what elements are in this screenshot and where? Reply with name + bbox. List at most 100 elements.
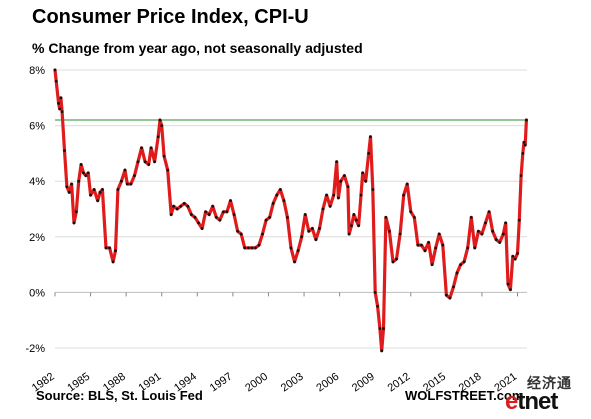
data-point	[218, 218, 222, 222]
chart-title: Consumer Price Index, CPI-U	[32, 6, 309, 28]
data-point	[506, 282, 510, 286]
data-point	[337, 196, 340, 200]
data-point	[114, 249, 117, 253]
data-point	[166, 168, 170, 172]
data-point	[236, 229, 240, 233]
data-point	[391, 260, 395, 264]
data-point	[310, 227, 314, 230]
data-point	[268, 215, 272, 219]
data-point	[501, 232, 505, 236]
data-point	[162, 154, 166, 158]
data-point	[487, 210, 491, 214]
data-point	[54, 79, 58, 83]
data-point	[444, 293, 448, 297]
data-point	[346, 185, 350, 189]
data-point	[332, 193, 336, 197]
data-point	[182, 202, 186, 205]
etnet-logo: etnet	[505, 388, 558, 415]
data-point	[147, 163, 151, 166]
data-point	[77, 179, 81, 183]
data-point	[480, 232, 484, 236]
x-tick-label: 2009	[350, 371, 377, 395]
data-point	[484, 221, 487, 225]
data-point	[136, 160, 140, 164]
data-point	[140, 146, 143, 150]
data-point	[382, 327, 385, 330]
data-point	[466, 246, 470, 250]
data-point	[364, 179, 368, 183]
data-point	[257, 243, 261, 247]
source-note: Source: BLS, St. Louis Fed	[36, 388, 203, 403]
data-point	[517, 218, 521, 222]
data-point	[111, 260, 115, 264]
data-point	[293, 260, 296, 264]
data-point	[123, 168, 127, 172]
data-point	[96, 199, 100, 203]
data-point	[376, 304, 379, 308]
data-point	[70, 182, 74, 186]
y-tick-label: -2%	[25, 343, 45, 355]
data-point	[60, 110, 64, 114]
data-point	[282, 199, 286, 203]
data-point	[412, 215, 416, 219]
data-point	[384, 215, 388, 219]
axes: -2%0%2%4%6%8%1982 1985 1988 1991 1994 1997 200…	[25, 65, 527, 395]
data-point	[476, 229, 480, 233]
data-point	[207, 213, 211, 216]
x-tick-label: 2006	[314, 371, 341, 395]
chart-subtitle: % Change from year ago, not seasonally a…	[32, 40, 363, 56]
data-point	[74, 210, 78, 214]
data-point	[350, 224, 353, 228]
data-point	[452, 285, 455, 289]
data-point	[67, 190, 71, 194]
etnet-logo-chinese: 经济通	[527, 375, 572, 391]
data-point	[63, 149, 66, 153]
etnet-logo-e: e	[505, 388, 518, 415]
data-point	[511, 254, 515, 258]
data-point	[79, 163, 83, 166]
data-point	[525, 118, 528, 122]
data-point	[239, 232, 243, 236]
data-point	[214, 215, 218, 219]
y-tick-label: 0%	[29, 287, 45, 299]
data-point	[300, 235, 304, 239]
data-point	[522, 140, 526, 144]
data-point	[156, 135, 160, 139]
data-point	[225, 210, 229, 214]
y-tick-label: 4%	[29, 176, 45, 188]
data-point	[197, 221, 200, 225]
data-point	[303, 213, 307, 216]
data-point	[354, 218, 358, 222]
data-point	[491, 229, 495, 233]
data-point	[129, 182, 133, 186]
data-point	[335, 160, 339, 164]
data-point	[521, 152, 525, 155]
data-point	[204, 210, 208, 214]
data-point	[318, 227, 321, 230]
data-point	[416, 243, 420, 247]
data-point	[321, 207, 325, 211]
y-tick-label: 8%	[29, 65, 45, 77]
data-point	[380, 349, 384, 353]
gridlines	[55, 69, 527, 349]
brand-watermark: WOLFSTREET.com	[405, 388, 524, 403]
data-point	[172, 204, 175, 208]
data-point	[89, 193, 92, 197]
data-point	[437, 232, 441, 236]
data-point	[211, 204, 215, 208]
data-point	[434, 246, 438, 250]
x-tick-label: 2003	[279, 371, 306, 395]
data-point	[264, 218, 268, 222]
data-point	[101, 188, 104, 191]
data-point	[243, 246, 247, 250]
data-point	[59, 96, 63, 100]
series-layer	[53, 68, 529, 353]
data-point	[504, 221, 508, 225]
data-point	[120, 179, 123, 183]
y-tick-label: 6%	[29, 121, 45, 133]
data-point	[158, 118, 162, 122]
data-point	[342, 174, 346, 178]
data-point	[84, 174, 88, 178]
data-point	[246, 246, 250, 250]
